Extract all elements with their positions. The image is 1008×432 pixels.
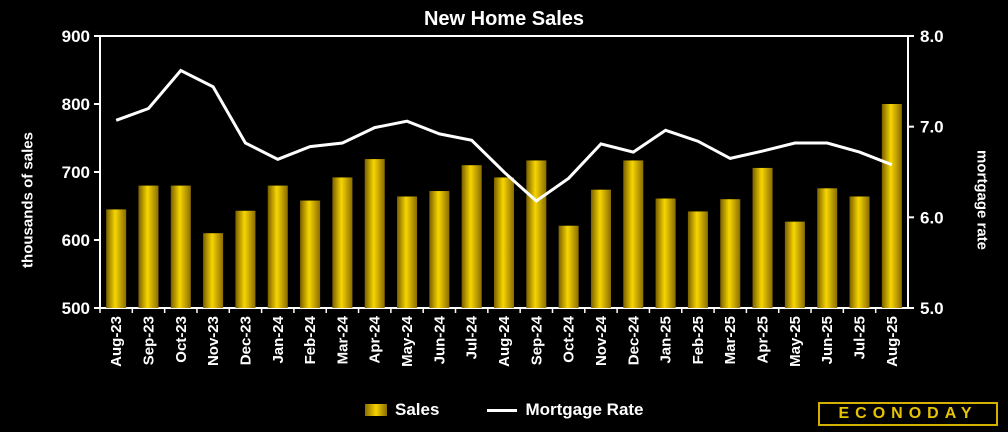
legend-label-sales: Sales	[395, 400, 440, 419]
x-tick-label: May-24	[399, 315, 416, 367]
bar-sales-Nov-23	[203, 233, 224, 308]
bar-sales-Aug-25	[881, 104, 902, 308]
x-tick-label: Dec-23	[237, 316, 254, 365]
y-tick-label-right: 6.0	[920, 208, 944, 227]
x-tick-label: Aug-24	[496, 315, 513, 366]
y-tick-label-right: 7.0	[920, 118, 944, 137]
chart-title: New Home Sales	[423, 8, 585, 30]
bar-sales-Aug-23	[106, 209, 127, 308]
bar-sales-Jan-24	[267, 185, 288, 308]
y-tick-label-left: 900	[62, 27, 90, 46]
x-tick-label: Jul-25	[852, 316, 869, 359]
x-tick-label: Aug-25	[884, 316, 901, 367]
bar-sales-Jun-24	[429, 191, 450, 308]
bar-sales-Jun-25	[817, 188, 838, 308]
bar-sales-Oct-23	[170, 185, 191, 308]
x-tick-label: Sep-23	[141, 316, 158, 365]
bar-sales-Jul-25	[849, 196, 870, 308]
y-axis-label-right: mortgage rate	[973, 149, 991, 251]
y-axis-label-left: thousands of sales	[19, 132, 37, 268]
x-tick-label: Sep-24	[528, 315, 545, 365]
x-tick-label: Jun-24	[431, 315, 448, 364]
x-tick-label: Jan-24	[270, 315, 287, 363]
legend-label-mortgage-rate: Mortgage Rate	[525, 400, 644, 419]
x-tick-label: Oct-23	[173, 316, 190, 363]
y-tick-label-left: 500	[62, 299, 90, 318]
x-tick-label: Feb-25	[690, 316, 707, 364]
series-line-mortgage-rate	[115, 68, 893, 203]
legend-swatch-mortgage-rate	[487, 408, 518, 412]
y-tick-label-left: 600	[62, 231, 90, 250]
x-tick-label: Apr-25	[755, 316, 772, 364]
legend: Sales Mortgage Rate	[365, 400, 644, 420]
bar-sales-Aug-24	[493, 177, 515, 308]
y-tick-label-left: 800	[62, 95, 90, 114]
x-tick-label: Apr-24	[367, 315, 384, 363]
x-tick-label: Aug-23	[108, 316, 125, 367]
bar-sales-Oct-24	[558, 225, 579, 308]
y-tick-label-right: 5.0	[920, 299, 944, 318]
x-tick-label: Jul-24	[464, 315, 481, 359]
bar-sales-Nov-24	[590, 189, 611, 308]
bar-sales-Jul-24	[461, 165, 482, 308]
bar-sales-Dec-23	[235, 210, 256, 308]
bar-sales-Apr-25	[752, 167, 773, 308]
legend-swatch-sales	[365, 404, 387, 416]
bar-sales-Mar-25	[720, 199, 741, 308]
x-tick-label: Dec-24	[625, 315, 642, 365]
bar-sales-Dec-24	[623, 160, 644, 308]
bar-sales-Feb-24	[300, 200, 321, 308]
bar-sales-May-25	[784, 221, 805, 308]
x-tick-label: Jan-25	[658, 316, 675, 364]
x-tick-label: Mar-24	[334, 315, 351, 364]
bar-sales-May-24	[397, 196, 418, 308]
x-tick-label: Feb-24	[302, 315, 319, 364]
bar-sales-Sep-23	[138, 185, 159, 308]
bar-sales-Jan-25	[655, 198, 676, 308]
y-tick-label-left: 700	[62, 163, 90, 182]
x-tick-label: Jun-25	[819, 316, 836, 364]
x-tick-label: Nov-23	[205, 316, 222, 366]
x-tick-label: Mar-25	[722, 316, 739, 364]
x-tick-label: May-25	[787, 316, 804, 367]
econoday-logo: ECONODAY	[818, 402, 998, 426]
bar-sales-Apr-24	[364, 159, 385, 308]
bar-sales-Mar-24	[332, 177, 353, 308]
x-tick-label: Oct-24	[561, 315, 578, 362]
bar-sales-Sep-24	[526, 160, 547, 308]
bar-sales-Feb-25	[687, 211, 708, 308]
y-tick-label-right: 8.0	[920, 27, 944, 46]
x-tick-label: Nov-24	[593, 315, 610, 366]
